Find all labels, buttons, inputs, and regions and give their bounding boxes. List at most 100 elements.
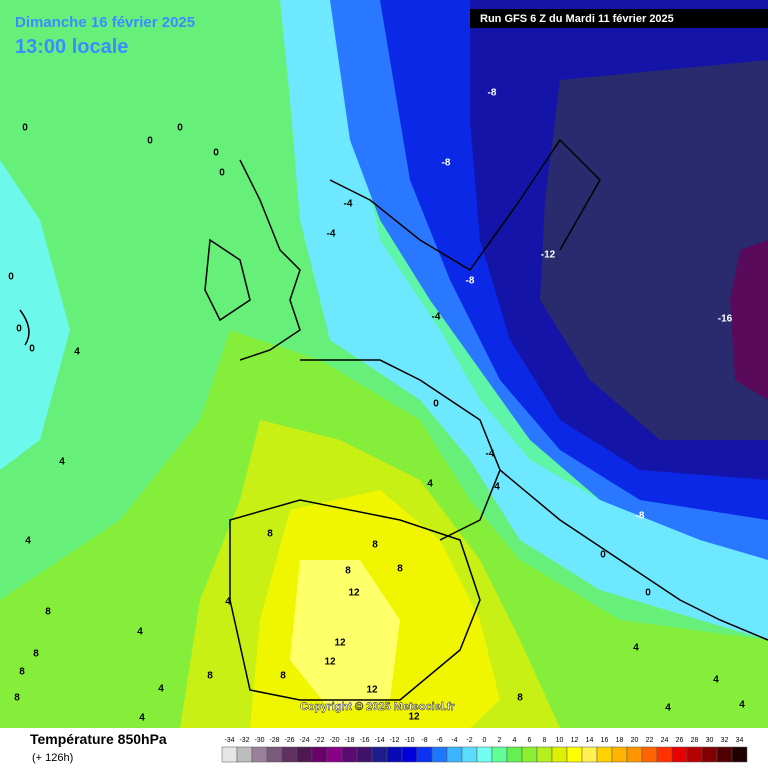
- legend-tick-label: 10: [556, 737, 564, 744]
- legend-tick-label: -30: [254, 737, 264, 744]
- legend-tick-label: -4: [451, 737, 457, 744]
- legend-tick-label: -22: [314, 737, 324, 744]
- legend-swatch: [716, 746, 733, 763]
- legend-swatch: [656, 746, 673, 763]
- contour-label: -8: [442, 158, 451, 169]
- contour-label: 8: [14, 693, 20, 704]
- contour-label: -16: [718, 314, 733, 325]
- contour-label: 12: [324, 657, 336, 668]
- contour-label: 0: [29, 344, 35, 355]
- legend-tick-label: 14: [586, 737, 594, 744]
- legend-swatch: [341, 746, 358, 763]
- contour-label: 12: [366, 685, 378, 696]
- contour-label: 4: [59, 457, 65, 468]
- contour-label: 4: [139, 713, 145, 724]
- contour-label: -4: [344, 199, 353, 210]
- forecast-date: Dimanche 16 février 2025: [15, 14, 195, 31]
- contour-label: 0: [22, 123, 28, 134]
- contour-label: 0: [16, 324, 22, 335]
- legend-swatch: [566, 746, 583, 763]
- contour-label: 4: [494, 482, 500, 493]
- legend-tick-label: -14: [374, 737, 384, 744]
- legend-swatch: [281, 746, 298, 763]
- legend-swatch: [536, 746, 553, 763]
- legend-swatch: [311, 746, 328, 763]
- legend-tick-label: 30: [706, 737, 714, 744]
- legend-tick-label: 6: [528, 737, 532, 744]
- legend-swatch: [731, 746, 748, 763]
- contour-label: 4: [225, 597, 231, 608]
- contour-label: 8: [280, 671, 286, 682]
- legend-swatch: [686, 746, 703, 763]
- contour-label: 8: [517, 693, 523, 704]
- contour-label: 8: [397, 564, 403, 575]
- legend-tick-label: -34: [224, 737, 234, 744]
- contour-label: 4: [25, 536, 31, 547]
- legend-swatch: [251, 746, 268, 763]
- legend-swatch: [626, 746, 643, 763]
- legend-swatch: [266, 746, 283, 763]
- legend-tick-label: 16: [601, 737, 609, 744]
- copyright: Copyright © 2025 Meteociel.fr: [300, 701, 456, 713]
- contour-label: -8: [636, 511, 645, 522]
- legend-tick-label: -26: [284, 737, 294, 744]
- legend-swatch: [551, 746, 568, 763]
- legend-tick-label: 18: [616, 737, 624, 744]
- legend-tick-label: -32: [239, 737, 249, 744]
- contour-label: -12: [541, 250, 556, 261]
- legend-subtitle: (+ 126h): [32, 752, 73, 764]
- legend-swatch: [611, 746, 628, 763]
- legend-tick-label: -10: [404, 737, 414, 744]
- contour-label: -4: [432, 312, 441, 323]
- contour-label: 0: [213, 148, 219, 159]
- legend-tick-label: -28: [269, 737, 279, 744]
- legend-tick-label: -16: [359, 737, 369, 744]
- legend-tick-label: 28: [691, 737, 699, 744]
- legend-tick-label: 26: [676, 737, 684, 744]
- contour-label: 12: [334, 638, 346, 649]
- contour-label: 12: [348, 588, 360, 599]
- legend-swatch: [221, 746, 238, 763]
- legend-tick-label: 22: [646, 737, 654, 744]
- legend-swatch: [236, 746, 253, 763]
- legend-swatch: [416, 746, 433, 763]
- legend-swatch: [581, 746, 598, 763]
- legend-tick-label: -12: [389, 737, 399, 744]
- legend-tick-label: -20: [329, 737, 339, 744]
- legend-swatch: [596, 746, 613, 763]
- legend-swatch: [371, 746, 388, 763]
- run-banner: [470, 9, 768, 28]
- contour-label: 4: [633, 643, 639, 654]
- contour-label: 8: [33, 649, 39, 660]
- contour-label: 0: [219, 168, 225, 179]
- legend-tick-label: -6: [436, 737, 442, 744]
- legend-tick-label: 34: [736, 737, 744, 744]
- legend-tick-label: 2: [498, 737, 502, 744]
- color-scale: -34 -32 -30 -28 -26 -24 -22 -20 -18 -16 -14 -12 -10-…: [221, 737, 748, 763]
- contour-label: 0: [8, 272, 14, 283]
- legend-swatch: [356, 746, 373, 763]
- contour-label: 8: [45, 607, 51, 618]
- contour-label: 8: [19, 667, 25, 678]
- contour-label: -8: [466, 276, 475, 287]
- legend-tick-label: -2: [466, 737, 472, 744]
- contour-label: 8: [345, 566, 351, 577]
- contour-label: 0: [147, 136, 153, 147]
- legend-swatch: [521, 746, 538, 763]
- map-background: [0, 0, 768, 728]
- legend-tick-label: 0: [483, 737, 487, 744]
- contour-label: -8: [488, 88, 497, 99]
- contour-label: 12: [408, 712, 420, 723]
- coastlines: [19, 138, 768, 701]
- contour-label: 8: [372, 540, 378, 551]
- legend-tick-label: 4: [513, 737, 517, 744]
- legend-title: Température 850hPa: [30, 731, 167, 747]
- contour-label: 4: [665, 703, 671, 714]
- legend-swatch: [446, 746, 463, 763]
- contour-label: 4: [713, 675, 719, 686]
- legend-swatch: [401, 746, 418, 763]
- legend-swatch: [296, 746, 313, 763]
- legend-swatch: [476, 746, 493, 763]
- legend-tick-label: 8: [543, 737, 547, 744]
